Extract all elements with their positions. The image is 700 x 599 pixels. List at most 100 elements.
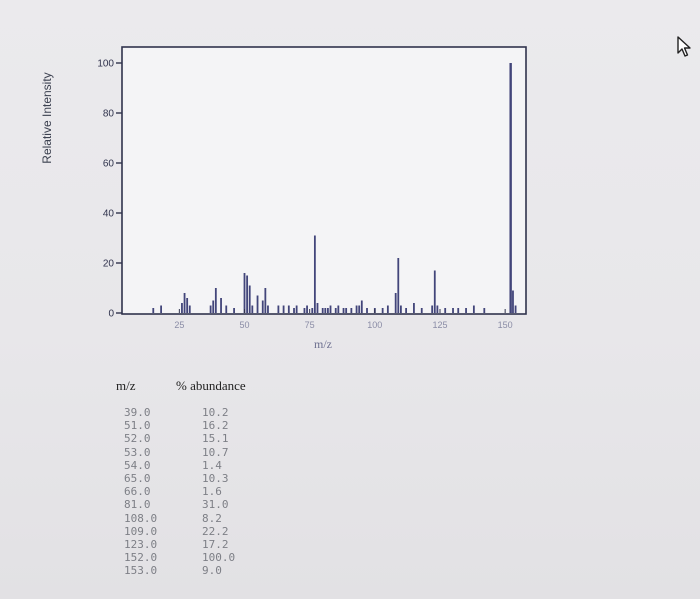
- spectrum-peak: [214, 288, 217, 313]
- spectrum-peak: [436, 305, 439, 313]
- spectrum-peak: [295, 305, 298, 313]
- spectrum-peak: [243, 273, 246, 313]
- spectrum-peak: [431, 305, 434, 313]
- spectrum-peak: [337, 305, 340, 313]
- spectrum-peak: [209, 305, 212, 313]
- spectrum-peak: [321, 308, 324, 313]
- x-tick-label: 100: [367, 320, 382, 330]
- spectrum-peak: [355, 305, 358, 313]
- spectrum-peak: [256, 295, 259, 313]
- table-cell-mz: 108.0: [124, 511, 158, 525]
- spectrum-peak: [160, 305, 162, 313]
- table-cell-abundance: 9.0: [202, 564, 222, 578]
- table-cell-mz: 153.0: [124, 564, 158, 578]
- x-tick-label: 150: [498, 320, 513, 330]
- table-cell-abundance: 15.1: [202, 432, 229, 446]
- x-axis-ticks: 25 50 75 100 125 150: [174, 309, 513, 330]
- table-cell-mz: 39.0: [124, 406, 151, 419]
- y-tick-label: 40: [103, 209, 115, 220]
- spectrum-peak: [345, 308, 348, 313]
- spectrum-peak: [306, 305, 308, 313]
- table-cell-abundance: 8.2: [202, 511, 222, 525]
- spectrum-peak: [509, 63, 512, 313]
- x-tick-label: 50: [239, 320, 249, 330]
- spectrum-peak: [212, 300, 215, 313]
- plot-frame: [121, 46, 527, 315]
- spectrum-peak: [358, 305, 361, 313]
- spectrum-peak: [334, 308, 337, 313]
- table-header-mz: m/z: [116, 378, 136, 393]
- mz-column: 39.0 51.0 52.0 53.0 54.0 65.0 66.0 81.0 108.0 109…: [124, 406, 157, 577]
- spectrum-peak: [264, 288, 267, 313]
- spectrum-peak: [277, 305, 280, 313]
- table-cell-mz: 51.0: [124, 419, 151, 433]
- spectrum-peak: [186, 298, 189, 313]
- table-cell-mz: 152.0: [124, 551, 158, 565]
- spectrum-peak: [152, 308, 155, 313]
- table-cell-mz: 109.0: [124, 524, 158, 538]
- y-tick-label: 20: [103, 259, 115, 270]
- spectrum-peak: [267, 305, 269, 313]
- spectrum-peak: [452, 308, 454, 313]
- spectrum-peak: [248, 285, 251, 313]
- spectrum-peak: [188, 305, 191, 313]
- spectrum-peak: [342, 308, 345, 313]
- x-tick-label: 25: [174, 320, 184, 330]
- spectrum-peak: [327, 308, 329, 313]
- spectrum-peak: [420, 308, 423, 313]
- table-cell-abundance: 10.3: [202, 471, 229, 485]
- spectrum-peak: [261, 300, 264, 313]
- spectrum-peak: [444, 308, 447, 313]
- table-cell-abundance: 16.2: [202, 419, 229, 433]
- table-cell-abundance: 17.2: [202, 537, 229, 551]
- spectrum-peak: [316, 303, 319, 313]
- table-cell-mz: 81.0: [124, 498, 151, 512]
- spectrum-peak: [251, 305, 254, 313]
- spectrum-peak: [457, 308, 460, 313]
- spectrum-peak: [324, 308, 327, 313]
- table-cell-abundance: 22.2: [202, 524, 229, 538]
- spectrum-peak: [287, 305, 290, 313]
- spectrum-peak: [313, 235, 316, 313]
- x-axis-label: m/z: [314, 337, 332, 351]
- spectrum-peak: [465, 308, 467, 313]
- spectrum-peak: [350, 308, 353, 313]
- spectrum-peak: [394, 293, 397, 313]
- table-cell-mz: 52.0: [124, 432, 151, 446]
- spectrum-peak: [246, 275, 249, 313]
- table-cell-mz: 65.0: [124, 471, 151, 485]
- spectrum-peak: [405, 308, 408, 313]
- table-cell-mz: 54.0: [124, 458, 151, 472]
- spectrum-peak: [311, 308, 314, 313]
- spectrum-peak: [381, 308, 384, 313]
- spectrum-peak: [181, 303, 183, 313]
- x-tick-label: 125: [432, 320, 447, 330]
- table-cell-mz: 66.0: [124, 485, 151, 499]
- spectrum-peak: [483, 308, 486, 313]
- spectrum-peak: [399, 305, 402, 313]
- spectrum-peak: [233, 308, 235, 313]
- table-cell-abundance: 100.0: [202, 551, 236, 565]
- spectrum-peak: [293, 308, 295, 313]
- spectrum-peak: [225, 305, 228, 313]
- y-tick-label: 60: [103, 159, 115, 170]
- y-tick-label: 0: [108, 309, 114, 320]
- table-cell-abundance: 10.7: [202, 445, 229, 459]
- y-axis-label: Relative Intensity: [40, 72, 54, 164]
- spectrum-peak: [514, 305, 517, 313]
- spectrum-peak: [366, 308, 368, 313]
- y-axis-ticks: 0 20 40 60 80 100: [97, 59, 122, 320]
- x-tick-label: 75: [305, 320, 315, 330]
- table-cell-abundance: 1.4: [202, 458, 222, 472]
- table-cell-mz: 123.0: [124, 537, 158, 551]
- table-cell-abundance: 10.2: [202, 406, 229, 419]
- spectrum-peak: [433, 270, 436, 313]
- y-tick-label: 80: [103, 109, 115, 120]
- table-cell-mz: 53.0: [124, 445, 151, 459]
- y-tick-label: 100: [97, 59, 114, 70]
- spectrum-peak: [183, 293, 186, 313]
- spectrum-peak: [303, 308, 306, 313]
- spectrum-peak: [329, 305, 332, 313]
- spectrum-peak: [360, 300, 363, 313]
- table-cell-abundance: 31.0: [202, 498, 229, 512]
